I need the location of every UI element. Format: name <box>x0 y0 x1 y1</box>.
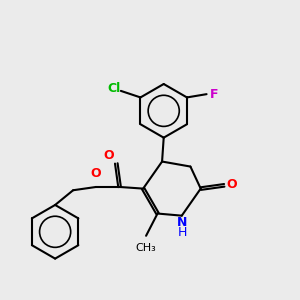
Text: O: O <box>104 149 114 162</box>
Text: N: N <box>177 216 188 229</box>
Text: O: O <box>226 178 237 191</box>
Text: F: F <box>209 88 218 101</box>
Text: CH₃: CH₃ <box>135 243 156 253</box>
Text: O: O <box>91 167 101 180</box>
Text: Cl: Cl <box>107 82 120 95</box>
Text: H: H <box>178 226 187 239</box>
